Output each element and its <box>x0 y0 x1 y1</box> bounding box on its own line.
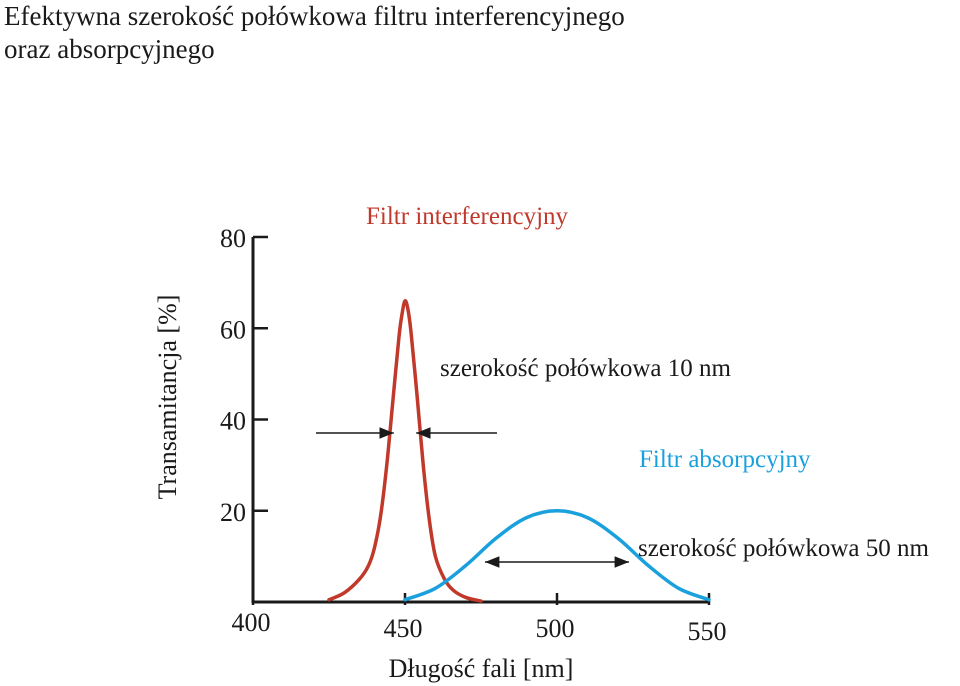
page-title-line-2: oraz absorpcyjnego <box>4 34 215 64</box>
chart-labels: Filtr interferencyjny Filtr absorpcyjny Dł… <box>153 203 811 683</box>
y-axis-label: Transamitancja [%] <box>153 295 182 500</box>
x-axis-label: Długość fali [nm] <box>389 654 574 683</box>
x-tick-label: 400 <box>232 608 271 637</box>
chart-series <box>327 299 711 603</box>
annotation-label-10nm: szerokość połówkowa 10 nm <box>440 355 731 382</box>
series-label-interference: Filtr interferencyjny <box>366 203 569 230</box>
series-label-absorption: Filtr absorpcyjny <box>639 446 811 473</box>
annotation-label-50nm: szerokość połówkowa 50 nm <box>638 535 929 562</box>
x-tick-label: 450 <box>384 614 423 643</box>
series-line-absorption <box>403 509 711 602</box>
y-tick-label: 40 <box>220 407 246 436</box>
series-line-interference <box>327 299 483 603</box>
x-tick-label: 500 <box>536 614 575 643</box>
x-tick-label: 550 <box>688 617 727 646</box>
chart-annotations: szerokość połówkowa 10 nm szerokość połów… <box>316 355 929 568</box>
y-tick-label: 80 <box>220 224 246 253</box>
y-tick-label: 20 <box>220 498 246 527</box>
page-title: Efektywna szerokość połówkowa filtru int… <box>4 0 904 66</box>
chart-ticks: 20 40 60 80 400 450 500 550 <box>220 224 727 646</box>
y-tick-label: 60 <box>220 315 246 344</box>
page-title-line-1: Efektywna szerokość połówkowa filtru int… <box>4 1 625 31</box>
